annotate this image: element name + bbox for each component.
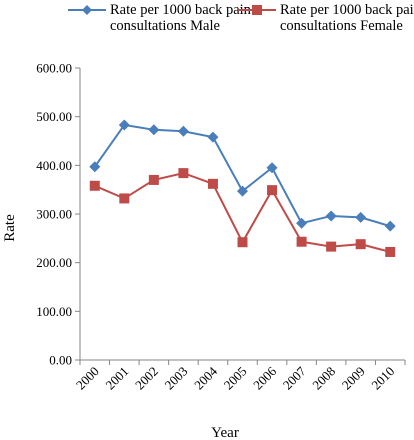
y-axis: 0.00 100.00 200.00 300.00 400.00 500.00 600.00 [36, 61, 81, 368]
data-point [325, 210, 337, 222]
data-point [296, 236, 307, 247]
data-point [177, 125, 189, 137]
series-male [89, 119, 396, 232]
data-point [178, 168, 189, 179]
series-female [89, 168, 396, 257]
data-point [355, 239, 366, 250]
legend-swatch-female [238, 5, 276, 15]
data-point [148, 124, 160, 136]
data-point [89, 180, 100, 191]
data-point [119, 193, 130, 204]
data-point [266, 162, 278, 174]
y-tick-label: 600.00 [36, 61, 72, 76]
x-axis-title: Year [211, 425, 239, 440]
data-point [326, 241, 337, 252]
data-point [207, 131, 219, 143]
series-layer [89, 119, 396, 257]
y-axis-title: Rate [2, 214, 18, 242]
data-point [118, 119, 130, 131]
data-point [296, 217, 308, 229]
data-point [207, 178, 218, 189]
x-tick-label: 2005 [221, 364, 250, 393]
data-point [267, 185, 278, 196]
x-tick-label: 2009 [339, 364, 368, 393]
x-tick-label: 2008 [309, 364, 338, 393]
x-axis: 2000 2001 2002 2003 2004 2005 2006 2007 2008 2009… [73, 359, 406, 393]
y-tick-label: 0.00 [49, 353, 72, 368]
x-tick-label: 2000 [73, 364, 102, 393]
legend-label-female: Rate per 1000 back pain consultations Fe… [280, 2, 414, 34]
data-point [384, 220, 396, 232]
y-tick-label: 300.00 [36, 207, 72, 222]
x-tick-label: 2006 [250, 363, 279, 392]
series-line [93, 123, 391, 228]
x-tick-label: 2002 [132, 364, 161, 393]
data-point [385, 246, 396, 257]
legend-label-male: Rate per 1000 back pain consultations Ma… [110, 2, 251, 34]
x-tick-label: 2010 [368, 364, 397, 393]
data-point [148, 174, 159, 185]
x-tick-label: 2003 [162, 364, 191, 393]
data-point [89, 161, 101, 173]
y-tick-label: 200.00 [36, 255, 72, 270]
x-tick-label: 2004 [191, 363, 220, 392]
x-tick-label: 2001 [102, 364, 131, 393]
data-point [237, 237, 248, 248]
y-tick-label: 500.00 [36, 109, 72, 124]
data-point [355, 211, 367, 223]
legend-swatch-male [68, 5, 106, 15]
y-tick-label: 400.00 [36, 158, 72, 173]
data-point [237, 185, 248, 197]
x-tick-label: 2007 [280, 363, 309, 392]
y-tick-label: 100.00 [36, 304, 72, 319]
